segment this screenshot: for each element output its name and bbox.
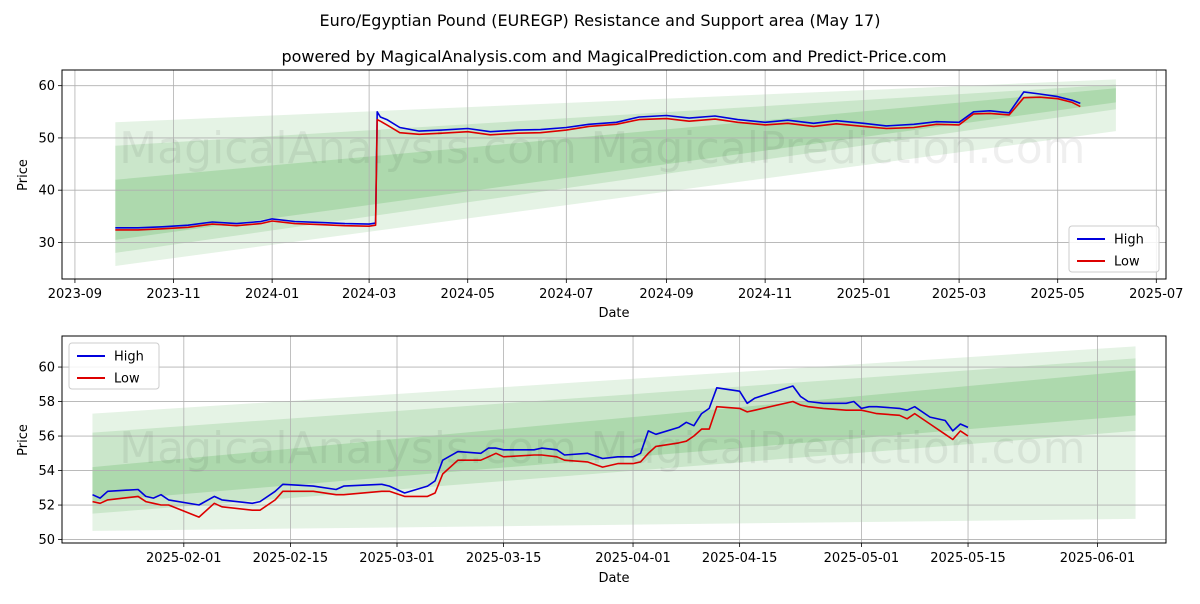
chart-subtitle: powered by MagicalAnalysis.com and Magic… xyxy=(281,47,946,66)
y-tick-label: 60 xyxy=(38,79,55,94)
x-tick-label: 2025-03-15 xyxy=(466,551,542,566)
x-tick-label: 2025-05-01 xyxy=(824,551,900,566)
watermark-analysis: MagicalAnalysis.com xyxy=(119,123,577,174)
y-tick-label: 56 xyxy=(38,430,55,445)
watermark-prediction: MagicalPrediction.com xyxy=(591,123,1086,174)
x-tick-label: 2024-03 xyxy=(342,287,396,302)
x-tick-label: 2024-05 xyxy=(441,287,495,302)
top-panel: 2023-09 2023-11 2024-01 2024-03 2024-05 2024-… xyxy=(16,69,1183,321)
x-tick-label: 2025-01 xyxy=(837,287,891,302)
y-tick-label: 50 xyxy=(38,131,55,146)
series-line-low xyxy=(92,400,969,518)
y-tick-label: 54 xyxy=(38,464,55,479)
x-tick-label: 2025-05 xyxy=(1031,287,1085,302)
watermark-analysis-bottom: MagicalAnalysis.com xyxy=(119,423,577,474)
x-tick-label: 2025-06-01 xyxy=(1060,551,1136,566)
x-tick-label: 2025-05-15 xyxy=(930,551,1006,566)
legend-label-low: Low xyxy=(114,372,140,387)
y-tick-label: 50 xyxy=(38,533,55,548)
top-x-axis-label: Date xyxy=(598,306,629,321)
legend-label-high: High xyxy=(1114,233,1144,248)
series-line-high xyxy=(115,91,1081,229)
watermark-prediction-bottom: MagicalPrediction.com xyxy=(591,423,1086,474)
bottom-x-axis-label: Date xyxy=(598,571,629,586)
bottom-y-axis-label: Price xyxy=(16,424,31,456)
x-tick-label: 2025-04-15 xyxy=(702,551,778,566)
x-tick-label: 2025-03-01 xyxy=(359,551,435,566)
x-tick-label: 2024-01 xyxy=(245,287,299,302)
series-line-high xyxy=(92,385,969,506)
support-resistance-band-0 xyxy=(92,346,1136,531)
y-tick-label: 60 xyxy=(38,361,55,376)
y-tick-label: 52 xyxy=(38,499,55,514)
x-tick-label: 2024-11 xyxy=(738,287,792,302)
y-tick-label: 30 xyxy=(38,236,55,251)
plot-area-0: 2023-09 2023-11 2024-01 2024-03 2024-05 2024-… xyxy=(38,69,1183,302)
legend-1: High Low xyxy=(68,342,160,390)
y-tick-label: 40 xyxy=(38,184,55,199)
legend-label-low: Low xyxy=(1114,255,1140,270)
legend-0: High Low xyxy=(1068,225,1160,273)
x-tick-label: 2024-09 xyxy=(639,287,693,302)
axes-frame xyxy=(61,335,1167,544)
x-tick-label: 2025-02-01 xyxy=(146,551,222,566)
x-tick-label: 2024-07 xyxy=(539,287,593,302)
bottom-panel: 2025-02-01 2025-02-15 2025-03-01 2025-03-15… xyxy=(16,335,1167,586)
x-tick-label: 2023-11 xyxy=(146,287,200,302)
x-tick-label: 2025-03 xyxy=(932,287,986,302)
y-tick-label: 58 xyxy=(38,395,55,410)
plot-area-1: 2025-02-01 2025-02-15 2025-03-01 2025-03-15… xyxy=(38,335,1167,566)
series-line-low xyxy=(115,96,1081,231)
x-tick-label: 2025-04-01 xyxy=(595,551,671,566)
x-tick-label: 2025-07 xyxy=(1129,287,1183,302)
x-tick-label: 2025-02-15 xyxy=(253,551,329,566)
chart-title: Euro/Egyptian Pound (EUREGP) Resistance … xyxy=(320,11,881,30)
legend-label-high: High xyxy=(114,350,144,365)
axes-frame xyxy=(61,69,1167,280)
x-tick-label: 2023-09 xyxy=(48,287,102,302)
top-y-axis-label: Price xyxy=(16,159,31,191)
